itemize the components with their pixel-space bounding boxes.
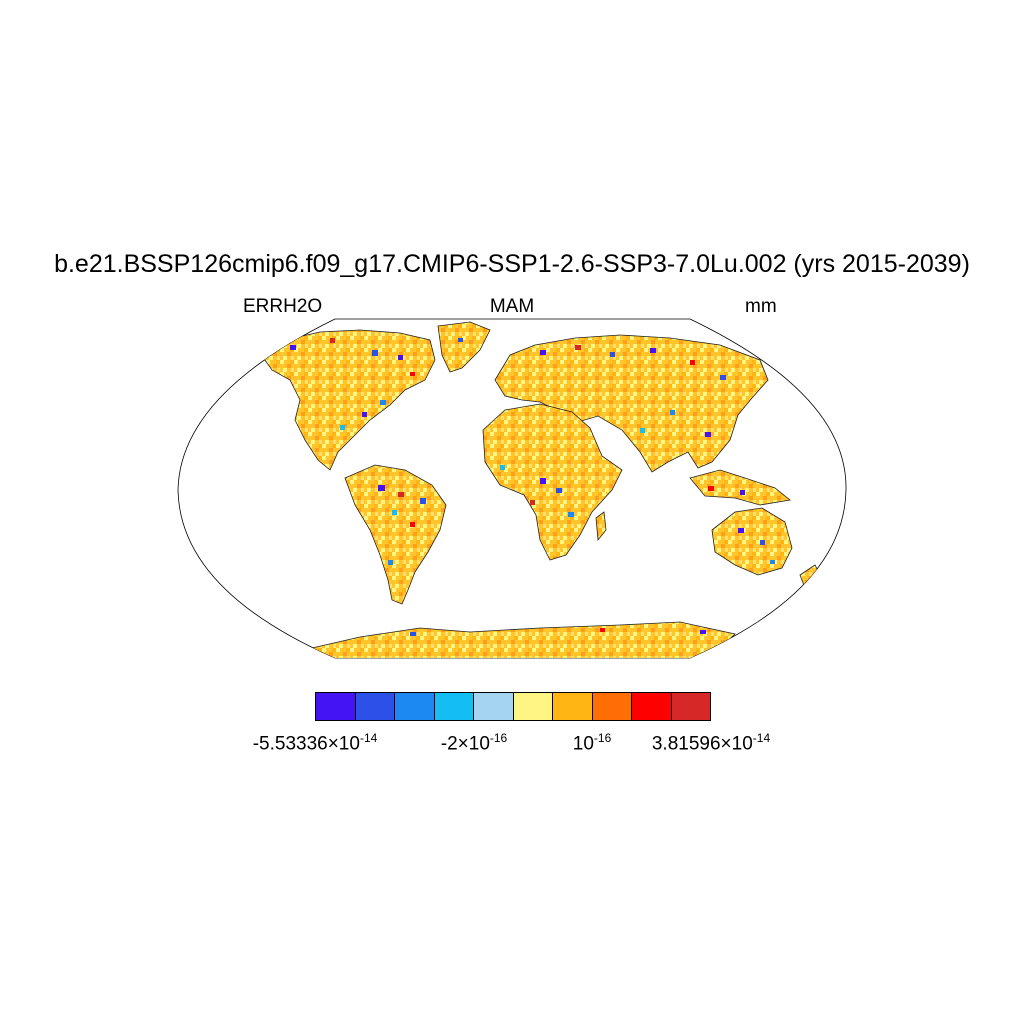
colorbar-box-1 xyxy=(355,693,395,720)
colorbar-box-7 xyxy=(592,693,632,720)
colorbar-label-max: 3.81596×10-14 xyxy=(651,731,771,755)
colorbar xyxy=(315,692,711,721)
season-label: MAM xyxy=(489,296,535,317)
southeast-asia-islands xyxy=(689,469,791,506)
value-speckles xyxy=(290,338,775,636)
madagascar xyxy=(595,511,607,542)
colorbar-label-min: -5.53336×10-14 xyxy=(252,731,378,755)
antarctica xyxy=(311,621,736,658)
colorbar-box-5 xyxy=(513,693,553,720)
colorbar-label-neg: -2×10-16 xyxy=(440,731,508,755)
colorbar-box-8 xyxy=(632,693,672,720)
greenland xyxy=(437,321,491,373)
colorbar-box-3 xyxy=(434,693,474,720)
africa xyxy=(482,403,623,561)
colorbar-box-6 xyxy=(553,693,593,720)
colorbar-label-pos: 10-16 xyxy=(572,731,612,755)
colorbar-box-9 xyxy=(671,693,710,720)
variable-label: ERRH2O xyxy=(243,296,323,317)
australia xyxy=(711,507,793,576)
north-america xyxy=(261,329,436,471)
colorbar-box-2 xyxy=(395,693,435,720)
colorbar-box-4 xyxy=(474,693,514,720)
colorbar-box-0 xyxy=(316,693,356,720)
units-label: mm xyxy=(745,296,777,317)
map-title: b.e21.BSSP126cmip6.f09_g17.CMIP6-SSP1-2.… xyxy=(54,250,970,278)
